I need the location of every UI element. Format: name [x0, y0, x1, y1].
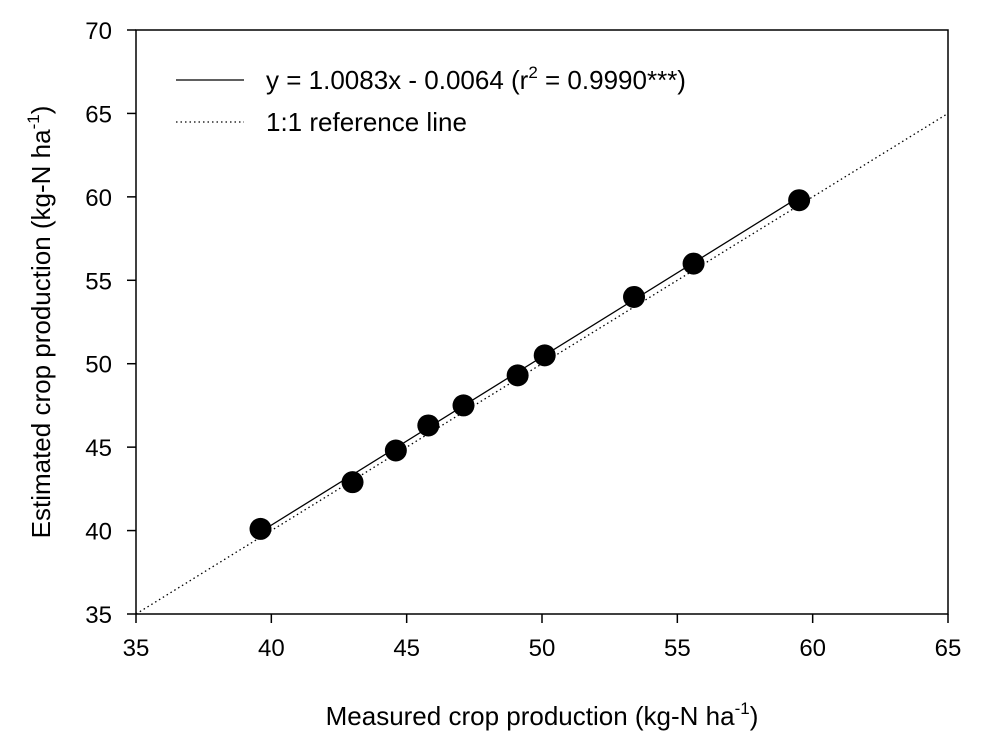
data-point	[788, 189, 811, 212]
x-axis: 35 40 45 50 55 60 65	[123, 614, 962, 662]
y-tick-label: 50	[85, 352, 112, 379]
y-tick-label: 45	[85, 435, 112, 462]
data-point	[623, 285, 646, 308]
data-point	[533, 344, 556, 367]
data-point	[341, 471, 364, 494]
y-tick-label: 40	[85, 519, 112, 546]
y-tick-label: 65	[85, 101, 112, 128]
y-tick-label: 35	[85, 602, 112, 629]
data-point	[452, 394, 475, 417]
y-tick-label: 60	[85, 185, 112, 212]
y-axis: 35 40 45 50 55 60 65 70	[85, 18, 136, 629]
legend-regression-label: y = 1.0083x - 0.0064 (r2 = 0.9990***)	[266, 63, 686, 95]
x-tick-label: 40	[258, 635, 285, 662]
data-point	[417, 414, 440, 437]
x-tick-label: 55	[664, 635, 691, 662]
y-tick-label: 55	[85, 268, 112, 295]
legend: y = 1.0083x - 0.0064 (r2 = 0.9990***) 1:…	[176, 63, 686, 137]
regression-line	[260, 196, 800, 533]
data-point	[682, 252, 705, 275]
x-tick-label: 50	[529, 635, 556, 662]
data-point	[249, 517, 272, 540]
x-tick-label: 35	[123, 635, 150, 662]
y-tick-label: 70	[85, 18, 112, 45]
y-axis-title: Estimated crop production (kg-N ha-1)	[24, 106, 56, 539]
x-tick-label: 65	[935, 635, 962, 662]
data-points	[249, 189, 811, 540]
data-point	[384, 439, 407, 462]
x-tick-label: 45	[393, 635, 420, 662]
x-tick-label: 60	[799, 635, 826, 662]
data-point	[506, 364, 529, 387]
legend-reference-label: 1:1 reference line	[266, 107, 467, 137]
x-axis-title: Measured crop production (kg-N ha-1)	[326, 699, 759, 731]
